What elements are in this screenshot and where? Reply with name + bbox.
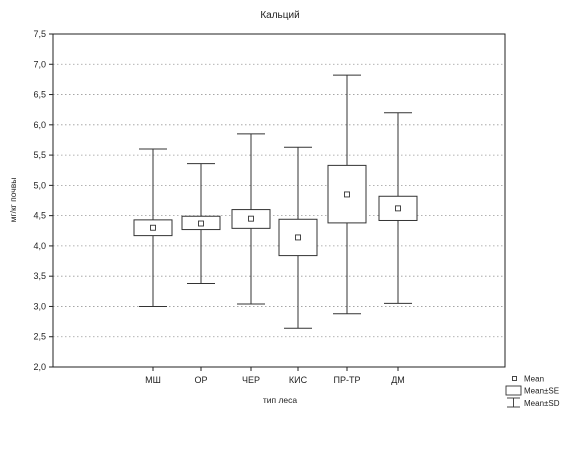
legend-mean-marker [512, 376, 517, 381]
category-group [231, 133, 271, 305]
y-tick-label: 3,5 [33, 271, 46, 281]
x-axis-title: тип леса [263, 395, 298, 405]
legend-mean-label: Mean [524, 375, 544, 384]
category-group [278, 146, 318, 329]
mean-marker [150, 224, 156, 231]
x-axis-ticks: МШ ОР ЧЕР КИС ПР-ТР ДМ [145, 367, 405, 385]
y-tick-label: 6,5 [33, 90, 46, 100]
x-tick-label: КИС [289, 375, 308, 385]
y-axis-ticks: 2,0 2,5 3,0 3,5 4,0 4,5 5,0 5,5 6,0 6,5 7,0 7,5 [33, 29, 53, 372]
mean-marker [395, 205, 401, 212]
y-tick-label: 5,0 [33, 180, 46, 190]
mean-marker [295, 234, 301, 241]
category-group [133, 148, 173, 307]
y-tick-label: 2,5 [33, 332, 46, 342]
y-tick-label: 4,0 [33, 241, 46, 251]
mean-marker [344, 191, 350, 198]
y-tick-label: 4,5 [33, 211, 46, 221]
y-tick-label: 3,0 [33, 301, 46, 311]
legend-sd-label: Mean±SD [524, 399, 560, 408]
y-tick-label: 7,5 [33, 29, 46, 39]
mean-marker [248, 215, 254, 222]
y-axis-title: мг/кг почвы [8, 178, 18, 223]
gridlines [53, 63, 505, 338]
y-tick-label: 7,0 [33, 59, 46, 69]
plot-frame [52, 33, 506, 368]
chart-title: Кальций [260, 10, 299, 21]
category-group [378, 112, 418, 304]
x-tick-label: ЧЕР [242, 375, 260, 385]
category-group [327, 74, 367, 315]
legend: Mean Mean±SE Mean±SD [505, 375, 560, 408]
category-group [181, 163, 221, 284]
y-tick-label: 6,0 [33, 120, 46, 130]
y-tick-label: 2,0 [33, 362, 46, 372]
x-tick-label: ОР [194, 375, 207, 385]
legend-se-label: Mean±SE [524, 387, 559, 396]
series-marks [133, 74, 418, 329]
legend-se-marker [505, 385, 522, 396]
y-tick-label: 5,5 [33, 150, 46, 160]
mean-marker [198, 220, 204, 227]
x-tick-label: ДМ [391, 375, 405, 385]
x-tick-label: ПР-ТР [334, 375, 361, 385]
x-tick-label: МШ [145, 375, 161, 385]
